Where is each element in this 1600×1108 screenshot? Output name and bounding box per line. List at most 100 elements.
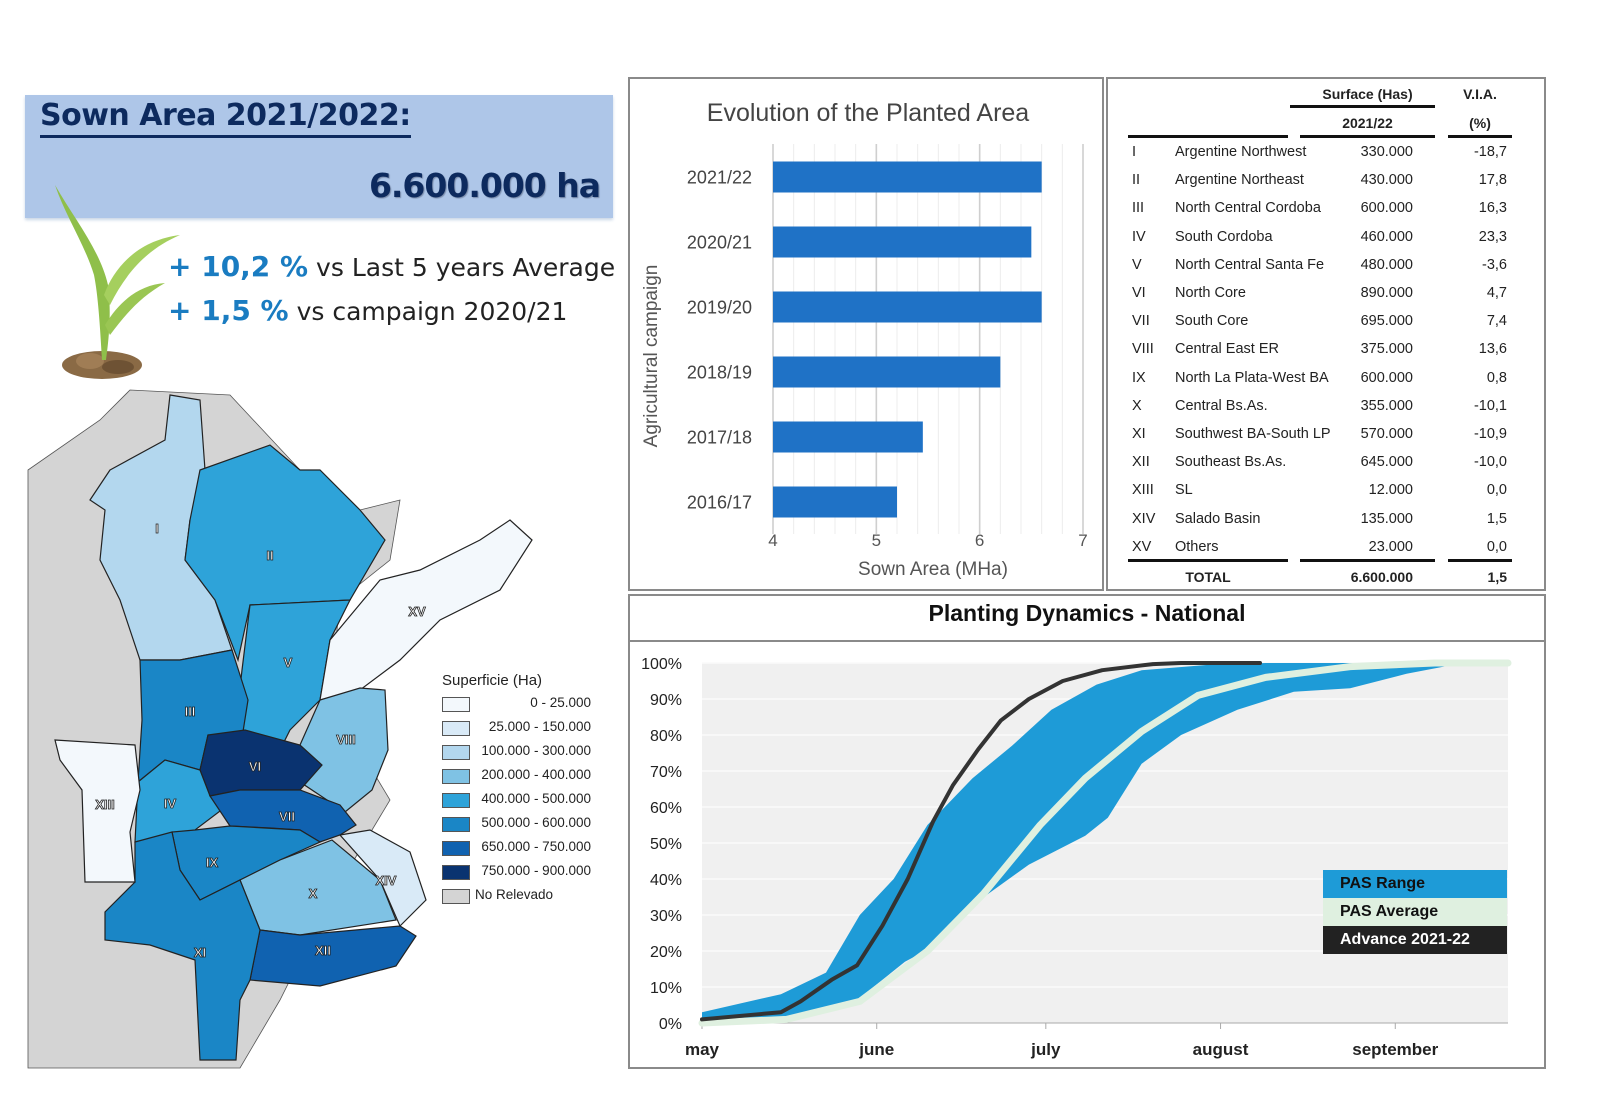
legend-swatch <box>442 721 470 736</box>
advance-2021-22-line <box>700 661 1262 1022</box>
corn-seedling-icon <box>55 185 180 379</box>
region-name: South Core <box>1175 313 1249 330</box>
legend-label: 200.000 - 400.000 <box>481 767 591 782</box>
region-surface: 570.000 <box>1360 426 1413 442</box>
region-name: Salado Basin <box>1175 510 1261 527</box>
y-tick-label: 60% <box>650 800 682 817</box>
map-legend-title: Superficie (Ha) <box>442 672 543 689</box>
region-via: -18,7 <box>1473 144 1507 160</box>
bar <box>773 226 1032 258</box>
map-region-label: I <box>155 521 159 536</box>
category-label: 2018/19 <box>687 363 752 383</box>
region-id: VI <box>1132 285 1146 301</box>
header-divider <box>1290 105 1435 108</box>
region-surface: 600.000 <box>1360 200 1413 217</box>
region-via: 0,0 <box>1486 482 1507 499</box>
month-label: may <box>685 1040 720 1059</box>
legend-label: 0 - 25.000 <box>530 695 591 710</box>
category-label: 2016/17 <box>687 493 752 513</box>
planting-dynamics-panel <box>628 594 1546 1069</box>
region-name: Argentine Northeast <box>1175 172 1304 189</box>
map-region-XIII <box>54 739 141 883</box>
region-via: -10,0 <box>1473 454 1507 471</box>
region-via: 23,3 <box>1478 228 1507 245</box>
region-via: 0,0 <box>1486 538 1507 555</box>
region-via: 1,5 <box>1486 510 1507 527</box>
header-rule <box>1300 135 1435 138</box>
y-tick-label: 30% <box>650 908 682 925</box>
region-name: North Core <box>1175 285 1246 301</box>
region-id: IV <box>1132 228 1146 245</box>
header-via: V.I.A. <box>1463 86 1497 102</box>
region-name: North Central Cordoba <box>1175 200 1321 217</box>
region-id: XIII <box>1132 482 1154 499</box>
region-via: 4,7 <box>1486 285 1507 301</box>
legend-swatch <box>442 817 470 832</box>
bar <box>773 486 897 518</box>
region-via: -3,6 <box>1482 256 1507 273</box>
y-tick-label: 20% <box>650 944 682 961</box>
map-region-label: IV <box>164 796 177 811</box>
region-name: Southwest BA-South LP <box>1175 426 1331 442</box>
region-name: SL <box>1175 482 1193 499</box>
region-via: 16,3 <box>1478 200 1507 217</box>
map-region-label: VIII <box>336 732 356 747</box>
planted-area-chart-panel <box>628 77 1104 591</box>
region-surface: 695.000 <box>1360 313 1413 330</box>
legend-label: 650.000 - 750.000 <box>481 839 591 854</box>
map-region-label: VI <box>249 759 261 774</box>
map-region-label: XIII <box>95 797 115 812</box>
map-region-label: V <box>284 655 293 670</box>
region-surface: 460.000 <box>1360 228 1413 245</box>
y-tick-label: 50% <box>650 836 682 853</box>
region-surface: 600.000 <box>1360 369 1413 386</box>
stat-vs-previous-campaign: + 1,5 % vs campaign 2020/21 <box>168 294 567 327</box>
region-id: IX <box>1132 369 1146 386</box>
header-rule <box>1448 135 1512 138</box>
x-tick-label: 5 <box>872 531 881 550</box>
region-name: North Central Santa Fe <box>1175 256 1325 273</box>
region-name: Central Bs.As. <box>1175 397 1268 414</box>
total-via: 1,5 <box>1487 569 1507 585</box>
y-tick-label: 100% <box>641 656 682 673</box>
stat1-label: vs Last 5 years Average <box>308 253 616 282</box>
region-surface: 330.000 <box>1360 144 1413 160</box>
category-label: 2021/22 <box>687 168 752 188</box>
region-surface: 890.000 <box>1360 285 1413 301</box>
category-label: 2020/21 <box>687 233 752 253</box>
region-id: V <box>1132 256 1142 273</box>
x-axis-label: Sown Area (MHa) <box>858 559 1008 580</box>
region-via: 0,8 <box>1486 369 1507 386</box>
map-region-label: VII <box>279 809 295 824</box>
region-id: XI <box>1132 426 1146 442</box>
region-id: VIII <box>1132 341 1154 358</box>
region-via: -10,1 <box>1473 397 1507 414</box>
region-via: 7,4 <box>1486 313 1507 330</box>
category-label: 2019/20 <box>687 298 752 318</box>
map-region-label: XIV <box>376 873 397 888</box>
map-region-XIV <box>338 829 427 928</box>
region-name: Argentine Northwest <box>1175 144 1307 160</box>
region-surface: 480.000 <box>1360 256 1413 273</box>
bar <box>773 356 1001 388</box>
planting-dynamics-title-bar <box>628 594 1546 642</box>
y-axis-label: Agricultural campaign <box>641 265 662 448</box>
legend-swatch <box>442 889 470 904</box>
map-region-label: XV <box>408 604 426 619</box>
total-rule <box>1300 559 1435 562</box>
map-region-label: III <box>185 704 196 719</box>
header-rule <box>1128 135 1288 138</box>
y-tick-label: 80% <box>650 728 682 745</box>
map-region-label: IX <box>206 855 219 870</box>
map-region-XI <box>104 831 261 1061</box>
total-label: TOTAL <box>1185 569 1231 585</box>
y-tick-label: 90% <box>650 692 682 709</box>
region-surface: 355.000 <box>1360 397 1413 414</box>
planting-dynamics-chart: 0% 10% 20% 30% 40% 50% 60% 70% 80% 90% 100% may june… <box>641 656 1512 1059</box>
region-table-panel <box>1106 77 1546 591</box>
legend-label: 500.000 - 600.000 <box>481 815 591 830</box>
region-id: XIV <box>1132 510 1156 527</box>
legend-label: No Relevado <box>475 887 554 902</box>
header-surface: Surface (Has) <box>1322 86 1413 102</box>
